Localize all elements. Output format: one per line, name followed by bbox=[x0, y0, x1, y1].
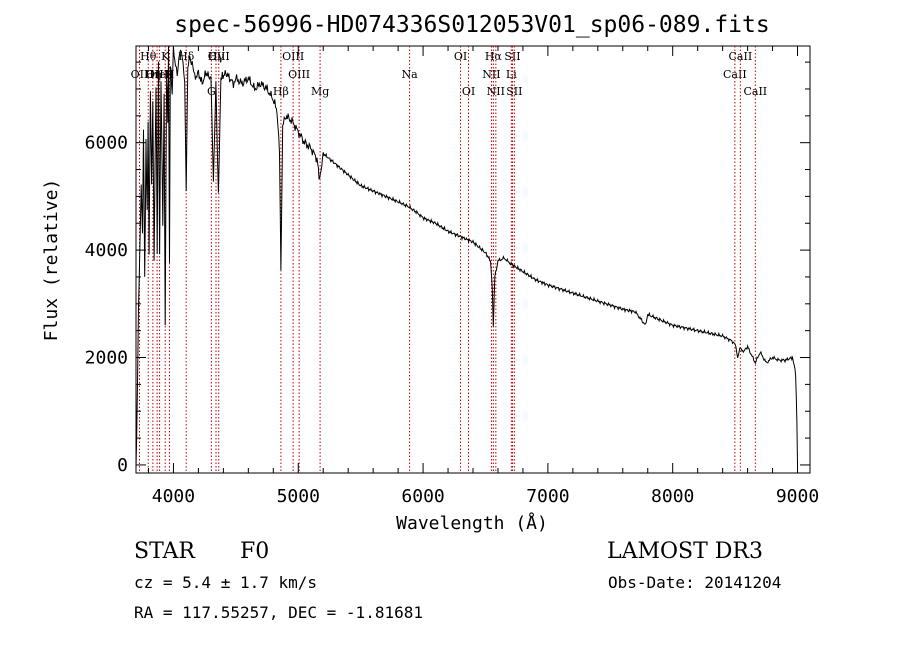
x-tick-label: 6000 bbox=[401, 486, 444, 507]
line-marker-label: Mg bbox=[311, 85, 329, 98]
axis-ticks: 4000 5000 6000 7000 8000 9000 0 2000 4000 6000 bbox=[85, 46, 819, 507]
x-tick-label: 4000 bbox=[152, 486, 195, 507]
line-marker-label: OI bbox=[462, 85, 475, 98]
plot-frame bbox=[135, 45, 811, 474]
line-marker-label: SII bbox=[506, 85, 522, 98]
line-marker-label: H bbox=[165, 68, 175, 81]
line-marker-label: SII bbox=[504, 50, 520, 63]
line-marker-label: OIII bbox=[282, 50, 304, 63]
y-tick-label: 4000 bbox=[85, 240, 128, 261]
line-marker-label: OI bbox=[454, 50, 467, 63]
line-marker-label: Hα bbox=[485, 50, 503, 63]
survey-name: LAMOST DR3 bbox=[607, 539, 763, 564]
redshift-value: cz = 5.4 ± 1.7 km/s bbox=[134, 573, 318, 592]
x-tick-label: 8000 bbox=[651, 486, 694, 507]
spectrum-line bbox=[135, 45, 798, 468]
spectral-subclass: F0 bbox=[240, 539, 270, 564]
y-tick-label: 0 bbox=[117, 455, 128, 476]
x-tick-label: 7000 bbox=[526, 486, 569, 507]
line-marker-label: CaII bbox=[729, 50, 753, 63]
y-tick-label: 6000 bbox=[85, 133, 128, 154]
line-marker-label: OIII bbox=[146, 68, 168, 81]
line-marker-label: OII bbox=[131, 68, 149, 81]
line-markers: OIIHθHηOIIIHeIKHHδGHγOIIIHβOIIIOIIIMgNaO… bbox=[131, 46, 767, 473]
line-marker-label: Hβ bbox=[273, 85, 289, 98]
line-marker-label: Na bbox=[402, 68, 419, 81]
y-tick-label: 2000 bbox=[85, 348, 128, 369]
x-axis-label: Wavelength (Å) bbox=[396, 512, 548, 534]
line-marker-label: HeI bbox=[149, 68, 169, 81]
line-marker-label: Li bbox=[506, 68, 517, 81]
line-marker-label: NII bbox=[482, 68, 500, 81]
coordinates: RA = 117.55257, DEC = -1.81681 bbox=[134, 603, 423, 622]
line-marker-label: K bbox=[161, 50, 170, 63]
line-marker-label: Hθ bbox=[140, 50, 157, 63]
x-tick-label: 9000 bbox=[776, 486, 819, 507]
line-marker-label: CaII bbox=[743, 85, 767, 98]
line-marker-label: Hγ bbox=[208, 50, 225, 63]
y-axis-label: Flux (relative) bbox=[41, 179, 62, 342]
x-tick-label: 5000 bbox=[277, 486, 320, 507]
line-marker-label: OIII bbox=[288, 68, 310, 81]
chart-title: spec-56996-HD074336S012053V01_sp06-089.f… bbox=[174, 12, 769, 38]
observation-date: Obs-Date: 20141204 bbox=[608, 573, 782, 592]
object-class: STAR bbox=[134, 539, 195, 564]
line-marker-label: OIII bbox=[208, 50, 230, 63]
line-marker-label: NII bbox=[487, 85, 505, 98]
line-marker-label: CaII bbox=[723, 68, 747, 81]
